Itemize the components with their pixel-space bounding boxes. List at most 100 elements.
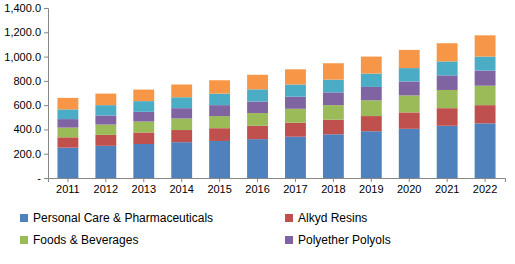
bar-segment: [323, 92, 344, 105]
bar-segment: [361, 100, 382, 116]
x-tick: 2017: [283, 178, 307, 195]
y-tick: 1,400.0: [4, 2, 48, 14]
bar-segment: [95, 125, 116, 135]
chart: - 200.0 400.0 600.0 800.0 1,000.0 1,200.0 1,400…: [0, 0, 515, 264]
bar-segment: [171, 119, 192, 131]
legend-label: Foods & Beverages: [33, 233, 138, 247]
legend-swatch: [20, 214, 28, 222]
x-tick-label: 2016: [245, 183, 269, 195]
series: [57, 57, 495, 120]
x-tick: 2022: [473, 178, 497, 195]
y-tick: 1,000.0: [4, 51, 48, 63]
plot: - 200.0 400.0 600.0 800.0 1,000.0 1,200.0 1,400…: [4, 2, 505, 195]
x-tick: 2016: [245, 178, 269, 195]
x-axis: 2011201220132014201520162017201820192020…: [49, 178, 506, 195]
bar-segment: [57, 137, 78, 147]
x-tick-mark: [371, 178, 372, 182]
y-tick-mark: [44, 8, 48, 9]
x-tick-label: 2019: [359, 183, 383, 195]
bar-segment: [133, 122, 154, 133]
bar-segment: [171, 97, 192, 108]
bar-segment: [133, 132, 154, 144]
x-tick: 2014: [169, 178, 193, 195]
legend: Personal Care & PharmaceuticalsAlkyd Res…: [20, 211, 391, 247]
series: [57, 71, 495, 128]
bar-segment: [399, 81, 420, 95]
legend-swatch: [285, 214, 293, 222]
bar-segment: [247, 102, 268, 114]
bar-segment: [95, 135, 116, 146]
bar-segment: [285, 109, 306, 123]
x-tick-mark: [409, 178, 410, 182]
y-tick-label: -: [37, 172, 41, 184]
bar-segment: [247, 89, 268, 101]
y-tick-label: 600.0: [13, 99, 41, 111]
bar-segment: [475, 71, 496, 86]
bar-segment: [95, 105, 116, 115]
bar-segment: [437, 126, 458, 178]
bar-segment: [57, 128, 78, 138]
legend-item: Polyether Polyols: [285, 233, 391, 247]
bar-segment: [57, 109, 78, 119]
bar-segment: [361, 74, 382, 87]
x-tick: 2013: [132, 178, 156, 195]
x-tick-mark: [295, 178, 296, 182]
bar-segment: [361, 131, 382, 178]
bar-segment: [247, 139, 268, 178]
x-tick-mark: [143, 178, 144, 182]
y-tick: 400.0: [13, 123, 48, 135]
x-tick-mark: [67, 178, 68, 182]
bar-segment: [475, 86, 496, 105]
bar-segment: [171, 85, 192, 98]
y-tick: -: [37, 172, 48, 184]
bar-segment: [133, 112, 154, 122]
bar-segment: [57, 98, 78, 110]
x-tick: 2011: [56, 178, 80, 195]
bar-segment: [475, 57, 496, 71]
series: [57, 105, 495, 147]
bar-segment: [57, 119, 78, 128]
x-tick-mark: [181, 178, 182, 182]
x-tick: 2020: [397, 178, 421, 195]
bar-segment: [133, 144, 154, 178]
series: [57, 123, 495, 178]
bar-segment: [475, 123, 496, 178]
bar-segment: [133, 90, 154, 102]
legend-swatch: [285, 236, 293, 244]
x-tick: 2021: [435, 178, 459, 195]
x-tick-mark: [333, 178, 334, 182]
y-tick-mark: [44, 154, 48, 155]
bar-segment: [209, 80, 230, 93]
x-tick-label: 2015: [207, 183, 231, 195]
x-tick-mark: [105, 178, 106, 182]
y-tick-label: 200.0: [13, 148, 41, 160]
bar-segment: [247, 126, 268, 139]
x-tick: 2019: [359, 178, 383, 195]
bar-segment: [285, 123, 306, 137]
y-tick: 1,200.0: [4, 26, 48, 38]
bar-segment: [95, 94, 116, 106]
legend-label: Alkyd Resins: [298, 211, 367, 225]
legend-label: Polyether Polyols: [298, 233, 391, 247]
y-tick-label: 1,400.0: [4, 2, 41, 14]
x-tick: 2015: [207, 178, 231, 195]
x-tick-label: 2020: [397, 183, 421, 195]
bar-segment: [285, 137, 306, 178]
legend-item: Foods & Beverages: [20, 233, 138, 247]
y-tick-label: 800.0: [13, 75, 41, 87]
bar-segment: [399, 68, 420, 81]
bar-segment: [57, 148, 78, 178]
x-tick-label: 2014: [169, 183, 193, 195]
y-tick: 600.0: [13, 99, 48, 111]
x-tick-mark: [257, 178, 258, 182]
x-tick-mark: [219, 178, 220, 182]
bar-segment: [209, 128, 230, 141]
x-tick-label: 2013: [132, 183, 156, 195]
x-tick-mark: [447, 178, 448, 182]
bar-segment: [171, 108, 192, 118]
y-axis: - 200.0 400.0 600.0 800.0 1,000.0 1,200.0 1,400…: [4, 2, 48, 184]
bar-segment: [95, 146, 116, 178]
legend-item: Alkyd Resins: [285, 211, 367, 225]
bar-segment: [437, 75, 458, 90]
bar-segment: [323, 63, 344, 79]
